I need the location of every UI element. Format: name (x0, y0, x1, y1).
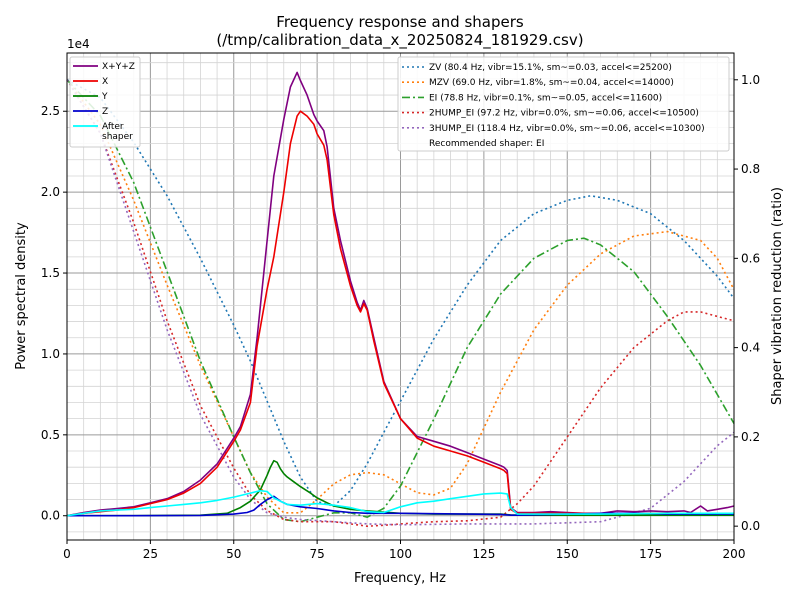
y-axis-ticks: 0.0 0.5 1.0 1.5 2.0 2.5 (41, 104, 67, 523)
psd-series-line (66, 110, 734, 517)
shaper-legend-label: 3HUMP_EI (118.4 Hz, vibr=0.0%, sm~=0.06,… (429, 124, 705, 134)
recommended-shaper-label: Recommended shaper: EI (429, 139, 544, 149)
y2-tick-label: 0.2 (741, 430, 760, 444)
x-axis-label: Frequency, Hz (354, 571, 446, 586)
y2-tick-label: 0.6 (741, 251, 760, 265)
psd-legend-box (69, 56, 141, 148)
shaper-legend-label: ZV (80.4 Hz, vibr=15.1%, sm~=0.03, accel… (429, 63, 672, 73)
shaper-series-line (66, 79, 735, 523)
x-tick-label: 175 (639, 547, 662, 561)
shaper-series-line (66, 79, 735, 526)
y2-tick-label: 0.8 (741, 162, 760, 176)
shaper-series-line (66, 79, 735, 514)
y2-tick-label: 0.4 (741, 341, 760, 355)
chart-subtitle: (/tmp/calibration_data_x_20250824_181929… (216, 31, 583, 50)
psd-series-line (66, 71, 735, 517)
y-tick-label: 0.0 (41, 509, 60, 523)
psd-legend-label: shaper (102, 132, 133, 142)
psd-legend-label: Y (101, 92, 108, 102)
y-axis-label: Power spectral density (14, 222, 29, 370)
shaper-legend-label: 2HUMP_EI (97.2 Hz, vibr=0.0%, sm~=0.06, … (429, 109, 699, 119)
y2-tick-label: 1.0 (741, 73, 760, 87)
y2-tick-label: 0.0 (741, 519, 760, 533)
psd-series-line (66, 489, 734, 517)
shaper-legend: ZV (80.4 Hz, vibr=15.1%, sm~=0.03, accel… (397, 56, 730, 152)
chart-title: Frequency response and shapers (276, 13, 524, 31)
shaper-series-line (66, 79, 735, 507)
y2-axis-label: Shaper vibration reduction (ratio) (770, 187, 785, 405)
y-tick-label: 1.0 (41, 347, 60, 361)
y-exponent-label: 1e4 (67, 37, 90, 51)
x-tick-label: 200 (723, 547, 746, 561)
x-tick-label: 125 (472, 547, 495, 561)
x-tick-label: 75 (309, 547, 324, 561)
x-tick-label: 150 (556, 547, 579, 561)
psd-legend-label: X+Y+Z (102, 62, 135, 72)
y-tick-label: 1.5 (41, 266, 60, 280)
x-tick-label: 25 (143, 547, 158, 561)
y-tick-label: 0.5 (41, 428, 60, 442)
psd-legend-label: Z (102, 107, 108, 117)
x-tick-label: 0 (63, 547, 71, 561)
x-tick-label: 100 (389, 547, 412, 561)
psd-legend-label: X (102, 77, 108, 87)
psd-legend-label: After (102, 122, 124, 132)
shaper-legend-box (397, 56, 730, 152)
shaper-curves (66, 79, 735, 528)
shaper-legend-label: EI (78.8 Hz, vibr=0.1%, sm~=0.05, accel<… (429, 93, 662, 103)
y-tick-label: 2.5 (41, 104, 60, 118)
x-tick-label: 50 (226, 547, 241, 561)
x-axis-ticks: 0 25 50 75 100 125 150 175 200 (63, 540, 745, 561)
psd-curves (66, 71, 735, 517)
shaper-legend-label: MZV (69.0 Hz, vibr=1.8%, sm~=0.04, accel… (429, 78, 674, 88)
y-tick-label: 2.0 (41, 185, 60, 199)
y2-axis-ticks: 0.0 0.2 0.4 0.6 0.8 1.0 (734, 73, 760, 533)
shaper-series-line (66, 79, 735, 528)
